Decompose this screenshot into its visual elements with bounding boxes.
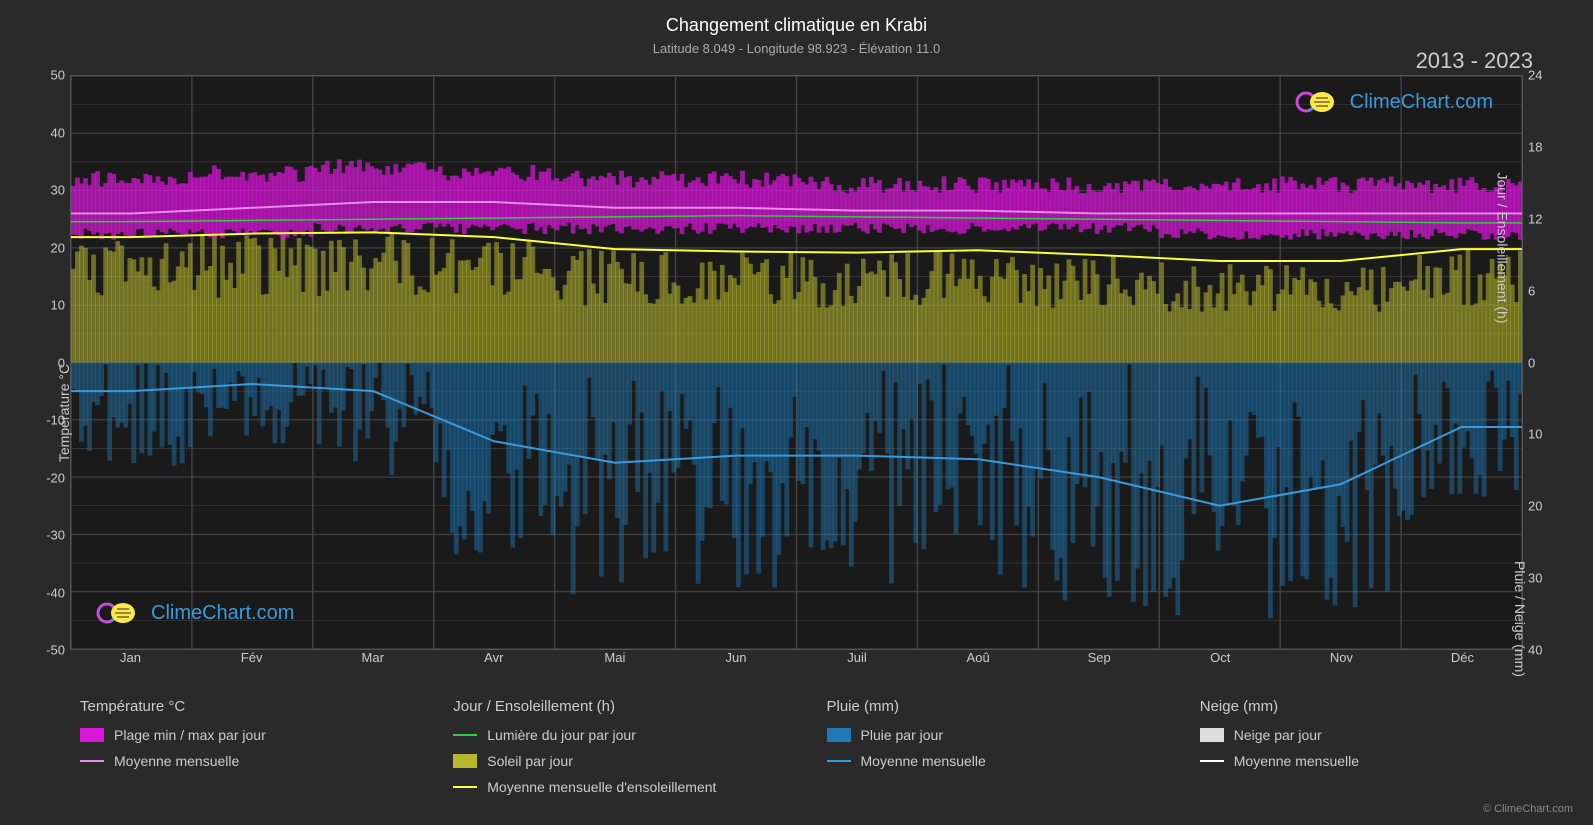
climate-chart: Changement climatique en Krabi Latitude … <box>0 0 1593 825</box>
y-tick-left: -40 <box>46 585 65 600</box>
watermark-text: ClimeChart.com <box>151 602 294 625</box>
legend-swatch <box>80 760 104 762</box>
x-tick-month: Aoû <box>967 650 990 665</box>
y-axis-left-title: Température °C <box>56 363 72 461</box>
legend-group: Neige (mm) Neige par jour Moyenne mensuell… <box>1200 698 1533 805</box>
legend-group-title: Neige (mm) <box>1200 698 1533 715</box>
legend-swatch <box>453 734 477 736</box>
legend-item: Moyenne mensuelle <box>80 753 413 769</box>
y-tick-right-bottom: 40 <box>1528 643 1542 658</box>
watermark-bottom: ClimeChart.com <box>95 601 294 625</box>
y-tick-left: 40 <box>51 125 65 140</box>
x-axis: Jan Fév Mar Avr Mai Jun Juil Aoû Sep Oct Nov Déc <box>70 650 1523 670</box>
y-tick-right-top: 6 <box>1528 283 1535 298</box>
legend-label: Moyenne mensuelle d'ensoleillement <box>487 779 716 795</box>
legend-group-title: Température °C <box>80 698 413 715</box>
year-range: 2013 - 2023 <box>1416 48 1533 74</box>
x-tick-month: Mar <box>362 650 384 665</box>
y-tick-right-top: 24 <box>1528 68 1542 83</box>
title-area: Changement climatique en Krabi Latitude … <box>0 0 1593 56</box>
watermark-text: ClimeChart.com <box>1350 91 1493 114</box>
legend-item: Neige par jour <box>1200 727 1533 743</box>
legend-group-title: Pluie (mm) <box>827 698 1160 715</box>
y-tick-left: -30 <box>46 528 65 543</box>
legend-swatch <box>827 760 851 762</box>
x-tick-month: Mai <box>604 650 625 665</box>
x-tick-month: Juil <box>847 650 867 665</box>
legend-label: Plage min / max par jour <box>114 727 266 743</box>
y-tick-right-bottom: 10 <box>1528 427 1542 442</box>
y-tick-right-top: 0 <box>1528 355 1535 370</box>
plot-area <box>70 75 1523 650</box>
legend-group: Jour / Ensoleillement (h) Lumière du jour… <box>453 698 786 805</box>
legend-group: Pluie (mm) Pluie par jour Moyenne mensuell… <box>827 698 1160 805</box>
y-tick-left: 30 <box>51 183 65 198</box>
legend-label: Moyenne mensuelle <box>861 753 986 769</box>
x-tick-month: Oct <box>1210 650 1230 665</box>
legend-item: Moyenne mensuelle <box>1200 753 1533 769</box>
climechart-logo-icon <box>1294 90 1342 114</box>
x-tick-month: Déc <box>1451 650 1474 665</box>
legend-swatch <box>827 728 851 742</box>
legend-item: Moyenne mensuelle d'ensoleillement <box>453 779 786 795</box>
y-tick-left: -20 <box>46 470 65 485</box>
watermark-top: ClimeChart.com <box>1294 90 1493 114</box>
legend-label: Lumière du jour par jour <box>487 727 636 743</box>
legend-swatch <box>453 754 477 768</box>
y-tick-left: 10 <box>51 298 65 313</box>
y-tick-left: -50 <box>46 643 65 658</box>
legend-label: Moyenne mensuelle <box>1234 753 1359 769</box>
y-tick-left: 50 <box>51 68 65 83</box>
legend-item: Soleil par jour <box>453 753 786 769</box>
legend-label: Neige par jour <box>1234 727 1322 743</box>
legend-item: Pluie par jour <box>827 727 1160 743</box>
legend-item: Lumière du jour par jour <box>453 727 786 743</box>
legend-group-title: Jour / Ensoleillement (h) <box>453 698 786 715</box>
legend-swatch <box>453 786 477 788</box>
y-tick-left: 20 <box>51 240 65 255</box>
legend-swatch <box>1200 760 1224 762</box>
x-tick-month: Sep <box>1088 650 1111 665</box>
plot-canvas <box>71 76 1522 649</box>
legend-label: Pluie par jour <box>861 727 944 743</box>
legend: Température °C Plage min / max par jour Mo… <box>80 698 1533 805</box>
legend-label: Moyenne mensuelle <box>114 753 239 769</box>
x-tick-month: Fév <box>241 650 263 665</box>
copyright: © ClimeChart.com <box>1483 803 1573 815</box>
legend-label: Soleil par jour <box>487 753 573 769</box>
y-axis-right-top-title: Jour / Ensoleillement (h) <box>1495 172 1511 323</box>
x-tick-month: Jun <box>725 650 746 665</box>
legend-swatch <box>80 728 104 742</box>
chart-subtitle: Latitude 8.049 - Longitude 98.923 - Élév… <box>0 41 1593 56</box>
legend-group: Température °C Plage min / max par jour Mo… <box>80 698 413 805</box>
y-tick-right-bottom: 30 <box>1528 571 1542 586</box>
y-axis-left: -50-40-30-20-1001020304050 <box>40 75 70 650</box>
y-tick-right-top: 18 <box>1528 139 1542 154</box>
legend-swatch <box>1200 728 1224 742</box>
legend-item: Plage min / max par jour <box>80 727 413 743</box>
y-tick-right-bottom: 20 <box>1528 499 1542 514</box>
climechart-logo-icon <box>95 601 143 625</box>
x-tick-month: Nov <box>1330 650 1353 665</box>
x-tick-month: Avr <box>484 650 503 665</box>
legend-item: Moyenne mensuelle <box>827 753 1160 769</box>
x-tick-month: Jan <box>120 650 141 665</box>
chart-title: Changement climatique en Krabi <box>0 15 1593 36</box>
y-tick-right-top: 12 <box>1528 211 1542 226</box>
